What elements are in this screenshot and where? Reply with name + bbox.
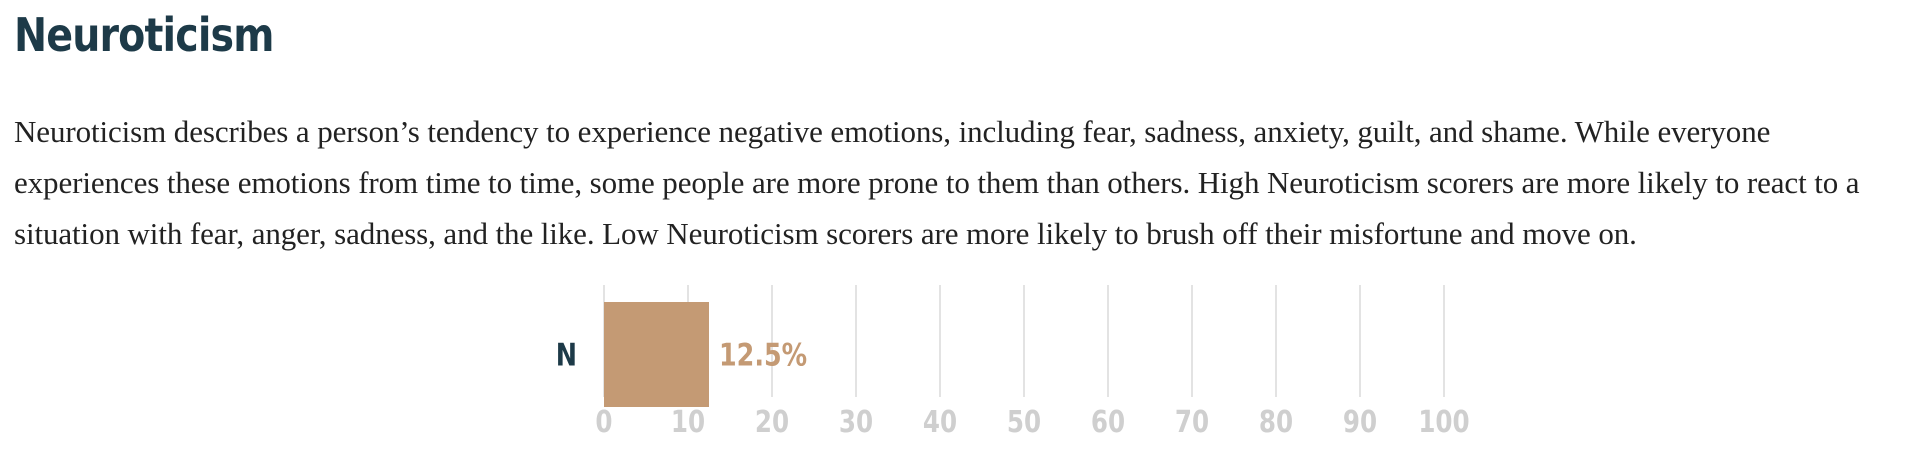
x-axis-ticks: 0 10 20 30 40 50 60 70 80 90 100 <box>595 406 1469 440</box>
category-label-N: N <box>556 337 577 373</box>
bar-N <box>604 302 709 407</box>
x-tick-label-40: 40 <box>923 406 957 440</box>
x-tick-label-80: 80 <box>1259 406 1293 440</box>
chart-labels: N 12.5% <box>556 337 807 373</box>
x-tick-label-90: 90 <box>1343 406 1377 440</box>
x-tick-label-100: 100 <box>1418 406 1469 440</box>
x-tick-label-60: 60 <box>1091 406 1125 440</box>
x-tick-label-70: 70 <box>1175 406 1209 440</box>
x-tick-label-20: 20 <box>755 406 789 440</box>
x-tick-label-30: 30 <box>839 406 873 440</box>
x-tick-label-50: 50 <box>1007 406 1041 440</box>
section-description: Neuroticism describes a person’s tendenc… <box>14 114 1860 251</box>
chart-bars <box>604 302 709 407</box>
section-title: Neuroticism <box>14 8 274 62</box>
x-tick-label-10: 10 <box>671 406 705 440</box>
value-label-N: 12.5% <box>719 337 807 373</box>
x-tick-label-0: 0 <box>595 406 612 440</box>
